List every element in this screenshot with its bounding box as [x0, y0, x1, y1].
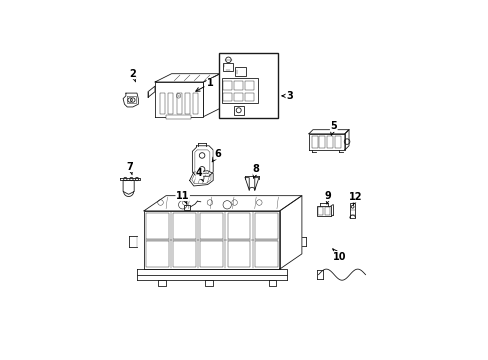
- Bar: [221, 78, 257, 103]
- Bar: [176, 93, 181, 114]
- Bar: [168, 93, 173, 114]
- Bar: [223, 63, 232, 71]
- Bar: [326, 136, 332, 148]
- Bar: [146, 241, 168, 267]
- Bar: [319, 136, 325, 148]
- Bar: [200, 213, 223, 239]
- Bar: [254, 241, 277, 267]
- Bar: [311, 136, 317, 148]
- Bar: [160, 93, 164, 114]
- Bar: [233, 93, 243, 102]
- Bar: [146, 213, 168, 239]
- Bar: [244, 93, 253, 102]
- Bar: [223, 93, 231, 102]
- Text: 5: 5: [330, 121, 336, 135]
- Bar: [324, 207, 329, 215]
- Bar: [317, 206, 330, 216]
- Bar: [193, 93, 198, 114]
- Text: 1: 1: [195, 78, 213, 91]
- Text: 4: 4: [196, 168, 203, 181]
- Bar: [244, 81, 253, 90]
- Bar: [184, 93, 189, 114]
- Bar: [227, 213, 250, 239]
- Text: 11: 11: [176, 191, 189, 204]
- Bar: [227, 241, 250, 267]
- Text: 10: 10: [332, 249, 346, 262]
- Bar: [173, 213, 196, 239]
- Bar: [200, 241, 223, 267]
- Bar: [218, 53, 278, 118]
- Bar: [318, 207, 323, 215]
- Bar: [166, 115, 191, 119]
- Bar: [334, 136, 340, 148]
- Bar: [233, 81, 243, 90]
- Bar: [349, 203, 355, 218]
- Text: 3: 3: [282, 91, 292, 101]
- Text: 7: 7: [126, 162, 133, 175]
- Text: 8: 8: [252, 164, 259, 178]
- Bar: [183, 204, 190, 210]
- Text: 6: 6: [212, 149, 220, 162]
- Text: 2: 2: [129, 69, 136, 82]
- Text: 12: 12: [348, 192, 362, 205]
- Bar: [233, 105, 243, 115]
- Bar: [235, 67, 246, 76]
- Bar: [254, 213, 277, 239]
- Bar: [173, 241, 196, 267]
- Text: 9: 9: [324, 191, 331, 204]
- Bar: [223, 81, 231, 90]
